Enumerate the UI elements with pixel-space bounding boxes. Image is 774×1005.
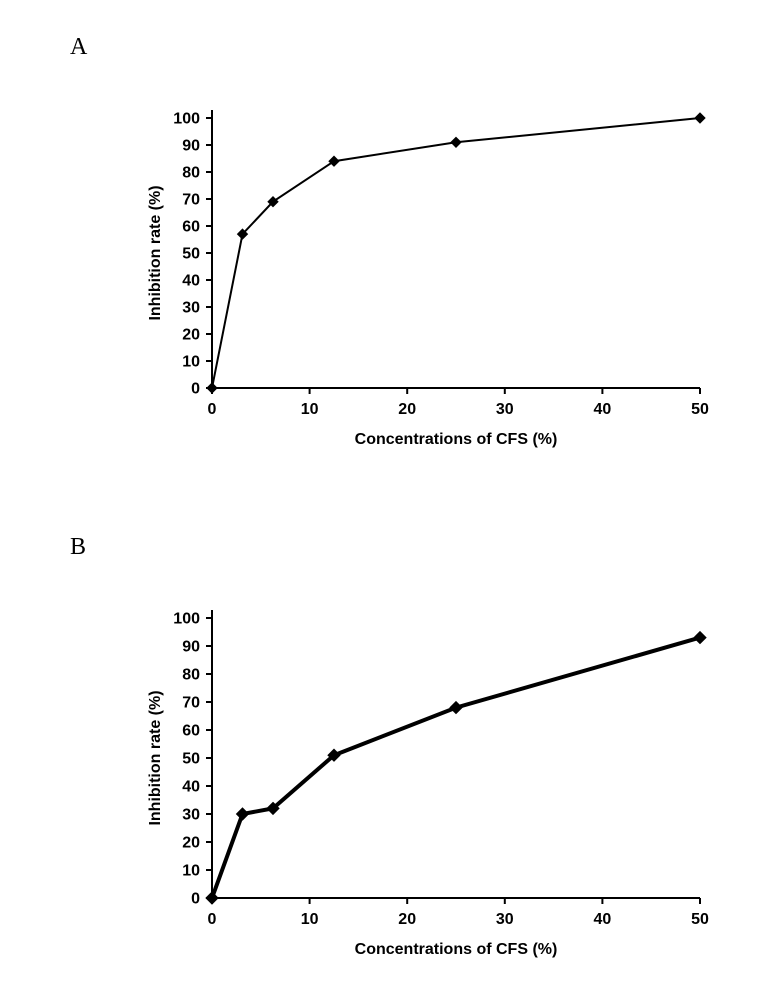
y-tick-label: 40 (182, 273, 200, 290)
y-tick-label: 50 (182, 751, 200, 768)
y-tick-label: 20 (182, 327, 200, 344)
x-tick-label: 40 (594, 911, 612, 928)
y-tick-label: 60 (182, 219, 200, 236)
chart-a: 0 10 20 30 40 50 Concentrations of CFS (%) 0 10 2… (130, 88, 720, 468)
data-marker (206, 892, 218, 904)
y-tick-label: 90 (182, 138, 200, 155)
y-axis-title: Inhibition rate (%) (147, 690, 164, 825)
y-tick-label: 10 (182, 354, 200, 371)
data-marker (207, 383, 217, 393)
x-tick-label: 50 (691, 401, 709, 418)
x-tick-label: 10 (301, 911, 319, 928)
x-axis-title: Concentrations of CFS (%) (355, 941, 558, 958)
chart-b-svg: 0 10 20 30 40 50 Concentrations of CFS (%) 0 10 2… (130, 588, 720, 978)
panel-label-a: A (70, 34, 87, 61)
y-tick-label: 0 (191, 381, 200, 398)
x-tick-label: 40 (594, 401, 612, 418)
x-tick-label: 20 (398, 401, 416, 418)
data-marker (695, 113, 705, 123)
panel-label-b: B (70, 534, 86, 561)
y-tick-label: 70 (182, 192, 200, 209)
data-marker (451, 137, 461, 147)
x-tick-label: 30 (496, 401, 514, 418)
y-axis-title: Inhibition rate (%) (147, 185, 164, 320)
data-marker (694, 632, 706, 644)
x-axis-title: Concentrations of CFS (%) (355, 431, 558, 448)
x-tick-label: 50 (691, 911, 709, 928)
y-tick-label: 70 (182, 695, 200, 712)
x-tick-label: 10 (301, 401, 319, 418)
y-tick-label: 80 (182, 667, 200, 684)
y-tick-label: 80 (182, 165, 200, 182)
y-tick-label: 10 (182, 863, 200, 880)
x-tick-label: 30 (496, 911, 514, 928)
y-tick-label: 30 (182, 807, 200, 824)
y-tick-label: 20 (182, 835, 200, 852)
y-tick-label: 40 (182, 779, 200, 796)
y-tick-label: 0 (191, 891, 200, 908)
y-tick-label: 100 (173, 611, 200, 628)
y-tick-label: 60 (182, 723, 200, 740)
page-root: A 0 10 20 30 40 50 Concentrations of CFS (%) 0 1… (0, 0, 774, 1005)
chart-b: 0 10 20 30 40 50 Concentrations of CFS (%) 0 10 2… (130, 588, 720, 978)
y-tick-label: 100 (173, 111, 200, 128)
series-line (212, 118, 700, 388)
x-tick-label: 0 (208, 911, 217, 928)
x-tick-label: 0 (208, 401, 217, 418)
y-tick-label: 30 (182, 300, 200, 317)
x-tick-label: 20 (398, 911, 416, 928)
data-marker (237, 808, 249, 820)
y-tick-label: 90 (182, 639, 200, 656)
chart-a-svg: 0 10 20 30 40 50 Concentrations of CFS (%) 0 10 2… (130, 88, 720, 468)
series-line (212, 638, 700, 898)
y-tick-label: 50 (182, 246, 200, 263)
data-marker (450, 702, 462, 714)
